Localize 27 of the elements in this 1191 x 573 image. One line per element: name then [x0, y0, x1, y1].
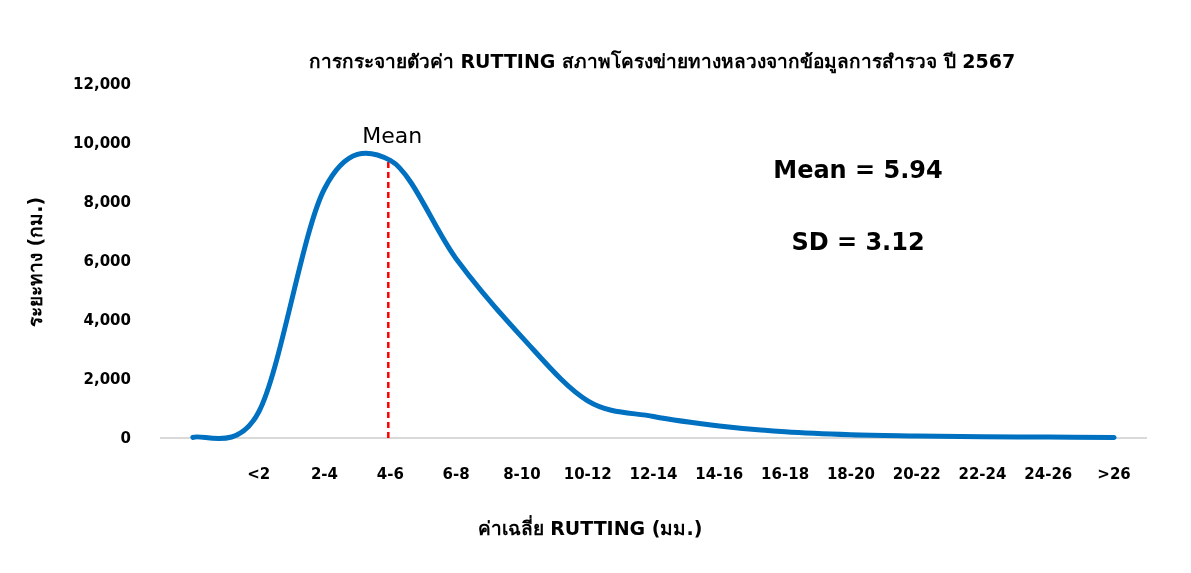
y-axis-title: ระยะทาง (กม.) [24, 196, 46, 328]
x-tick-label: 12-14 [629, 465, 678, 483]
x-tick-label: 18-20 [826, 465, 875, 483]
y-tick-label: 10,000 [73, 134, 131, 152]
x-tick-label: >26 [1097, 465, 1131, 483]
x-tick-label: 10-12 [563, 465, 612, 483]
y-tick-label: 8,000 [83, 193, 131, 211]
y-tick-label: 0 [120, 429, 131, 447]
x-tick-label: 20-22 [892, 465, 941, 483]
ref-line-label: Mean [362, 123, 423, 148]
x-tick-label: 22-24 [958, 465, 1007, 483]
x-tick-label: 8-10 [503, 465, 541, 483]
x-tick-label: <2 [247, 465, 271, 483]
x-tick-label: 16-18 [761, 465, 810, 483]
chart-title: การกระจายตัวค่า RUTTING สภาพโครงข่ายทางหลวงจากข้อมูลการสำรวจ ปี 2567 [308, 50, 1016, 74]
y-tick-label: 2,000 [83, 370, 131, 388]
annotation: SD = 3.12 [791, 228, 925, 256]
annotation: Mean = 5.94 [773, 156, 943, 184]
x-tick-label: 24-26 [1024, 465, 1073, 483]
y-tick-label: 6,000 [83, 252, 131, 270]
x-axis-title: ค่าเฉลี่ย RUTTING (มม.) [477, 515, 703, 539]
x-tick-label: 6-8 [442, 465, 470, 483]
x-tick-label: 14-16 [695, 465, 744, 483]
y-tick-label: 12,000 [73, 75, 131, 93]
y-tick-label: 4,000 [83, 311, 131, 329]
x-tick-label: 2-4 [310, 465, 339, 483]
x-tick-label: 4-6 [376, 465, 404, 483]
